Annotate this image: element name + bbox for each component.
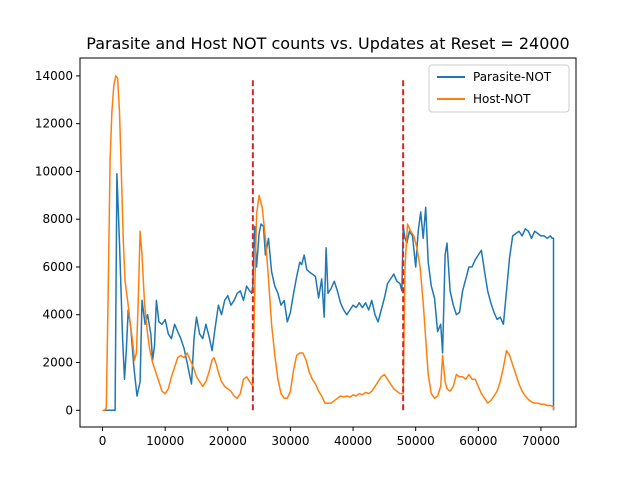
series-line-0 — [102, 173, 555, 412]
x-tick-label: 50000 — [397, 434, 435, 448]
reset-markers — [251, 78, 405, 411]
series-layer — [102, 75, 555, 412]
x-tick-label: 60000 — [459, 434, 497, 448]
axes: 0 10000 20000 30000 40000 50000 60000 70000 0 200… — [35, 69, 560, 448]
x-tick-label: 20000 — [209, 434, 247, 448]
legend: Parasite-NOT Host-NOT — [428, 64, 570, 113]
y-tick-label: 6000 — [42, 260, 73, 274]
y-tick-label: 14000 — [35, 69, 73, 83]
y-tick-label: 0 — [65, 403, 73, 417]
series-line-1 — [102, 75, 555, 412]
plot-area-frame — [79, 57, 577, 428]
x-tick-label: 70000 — [522, 434, 560, 448]
x-tick-label: 0 — [99, 434, 107, 448]
x-tick-label: 40000 — [334, 434, 372, 448]
x-tick-label: 10000 — [146, 434, 184, 448]
y-tick-label: 8000 — [42, 212, 73, 226]
legend-label-0: Parasite-NOT — [473, 70, 552, 84]
y-tick-label: 2000 — [42, 356, 73, 370]
x-tick-label: 30000 — [271, 434, 309, 448]
legend-label-1: Host-NOT — [473, 92, 531, 106]
y-tick-label: 10000 — [35, 164, 73, 178]
chart-title: Parasite and Host NOT counts vs. Updates… — [86, 34, 569, 53]
y-tick-label: 12000 — [35, 117, 73, 131]
y-tick-label: 4000 — [42, 308, 73, 322]
